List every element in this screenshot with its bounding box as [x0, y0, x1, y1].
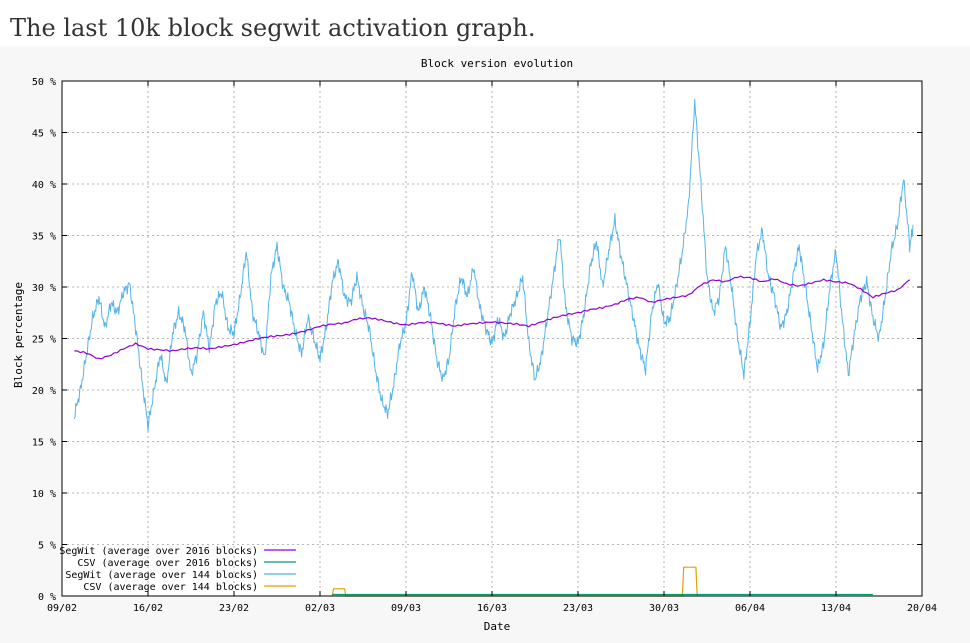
- x-tick-label: 30/03: [649, 603, 679, 614]
- y-tick-label: 50 %: [32, 77, 56, 88]
- y-tick-label: 20 %: [32, 386, 56, 397]
- y-tick-label: 5 %: [38, 541, 56, 552]
- x-tick-label: 23/03: [563, 603, 593, 614]
- chart-title: Block version evolution: [421, 57, 573, 70]
- y-tick-label: 10 %: [32, 489, 56, 500]
- y-tick-label: 45 %: [32, 129, 56, 140]
- chart-svg: Block version evolution Date Block perce…: [12, 57, 937, 633]
- plot-border: [61, 80, 923, 597]
- x-tick-label: 23/02: [219, 603, 249, 614]
- legend-label: CSV (average over 144 blocks): [83, 582, 258, 593]
- legend-label: SegWit (average over 144 blocks): [65, 570, 258, 581]
- y-tick-label: 30 %: [32, 283, 56, 294]
- chart-panel: Block version evolution Date Block perce…: [0, 46, 970, 643]
- legend: SegWit (average over 2016 blocks)CSV (av…: [59, 546, 296, 593]
- y-tick-label: 35 %: [32, 232, 56, 243]
- x-tick-label: 02/03: [305, 603, 335, 614]
- y-axis-label: Block percentage: [12, 282, 25, 388]
- x-tick-label: 09/02: [47, 603, 77, 614]
- legend-label: SegWit (average over 2016 blocks): [59, 546, 258, 557]
- x-tick-label: 13/04: [821, 603, 851, 614]
- axes: 0 % 5 % 10 % 15 % 20 % 25 % 30 % 35 % 40 % 45 % 50…: [32, 77, 937, 614]
- y-tick-label: 0 %: [38, 592, 56, 603]
- page-heading: The last 10k block segwit activation gra…: [10, 14, 536, 42]
- series-line-segwit-average-over-144-blocks: [73, 98, 914, 433]
- x-axis-label: Date: [484, 620, 511, 633]
- x-tick-label: 16/03: [477, 603, 507, 614]
- y-tick-label: 40 %: [32, 180, 56, 191]
- grid: [62, 81, 922, 596]
- y-tick-label: 25 %: [32, 335, 56, 346]
- x-tick-label: 20/04: [907, 603, 937, 614]
- y-tick-label: 15 %: [32, 438, 56, 449]
- legend-label: CSV (average over 2016 blocks): [77, 558, 258, 569]
- x-tick-label: 06/04: [735, 603, 765, 614]
- series-line-segwit-average-over-2016-blocks: [74, 275, 911, 360]
- x-tick-label: 09/03: [391, 603, 421, 614]
- x-tick-label: 16/02: [133, 603, 163, 614]
